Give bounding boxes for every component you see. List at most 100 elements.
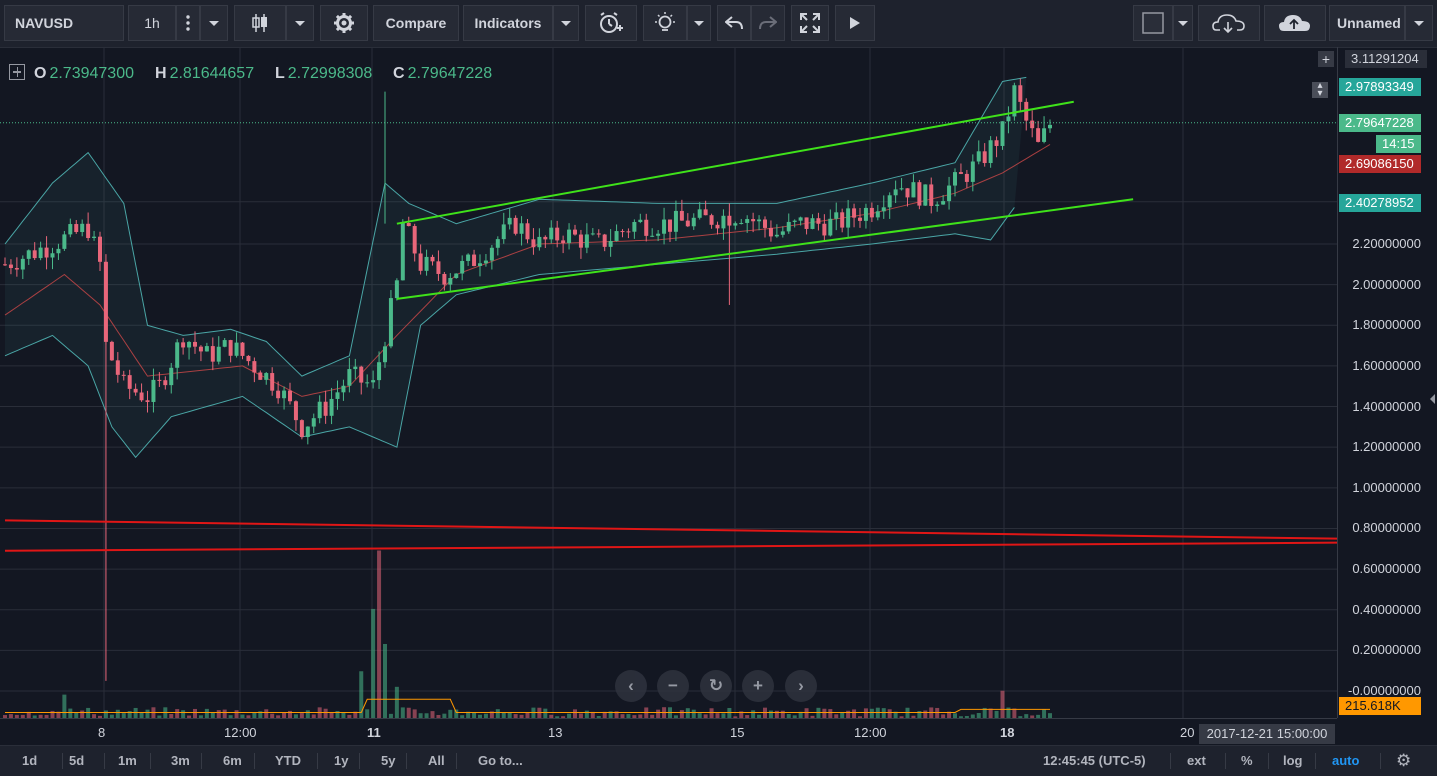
scroll-left-button[interactable]: ‹ — [615, 670, 647, 702]
red-support-line-upper[interactable] — [4, 519, 1337, 540]
volume-bar — [1012, 708, 1017, 718]
candle — [507, 208, 512, 230]
candle — [210, 337, 215, 371]
volume-bar — [424, 713, 429, 718]
candle — [258, 370, 263, 380]
time-axis-label: 20 — [1180, 725, 1195, 740]
ohlc-high: H 2.81644657 — [155, 65, 255, 82]
candle — [596, 229, 601, 238]
range-button-5y[interactable]: 5y — [381, 753, 396, 768]
chart-pane[interactable] — [0, 47, 1337, 718]
price-axis-label: 0.80000000 — [1352, 520, 1421, 536]
time-axis-label: 12:00 — [854, 725, 887, 740]
candle — [1036, 120, 1041, 143]
chart-style-button[interactable] — [234, 5, 286, 41]
candle — [371, 370, 376, 389]
range-button-6m[interactable]: 6m — [223, 753, 242, 768]
interval-button[interactable]: 1h — [128, 5, 176, 41]
volume-bar — [56, 711, 61, 718]
collapse-right-panel-icon[interactable] — [1430, 394, 1435, 404]
color-theme-dropdown-button[interactable] — [1173, 5, 1193, 41]
scroll-right-button[interactable]: › — [785, 670, 817, 702]
ext-hours-toggle[interactable]: ext — [1187, 753, 1206, 768]
candle — [56, 243, 61, 260]
volume-bar — [964, 716, 969, 718]
zoom-in-button[interactable]: + — [742, 670, 774, 702]
candle — [44, 236, 49, 270]
fullscreen-button[interactable] — [791, 5, 829, 41]
log-scale-toggle[interactable]: log — [1283, 753, 1303, 768]
range-button-1m[interactable]: 1m — [118, 753, 137, 768]
range-button-1d[interactable]: 1d — [22, 753, 38, 768]
volume-bar — [14, 714, 19, 718]
candle — [869, 202, 874, 223]
candle — [513, 215, 518, 236]
indicators-button[interactable]: Indicators — [463, 5, 553, 41]
candle — [418, 244, 423, 275]
candle — [80, 219, 85, 237]
candle — [181, 337, 186, 355]
candlestick-series — [3, 78, 1052, 681]
candle — [994, 136, 999, 158]
volume-bar — [745, 715, 750, 718]
candle — [1018, 78, 1023, 112]
zoom-out-button[interactable]: − — [657, 670, 689, 702]
replay-button[interactable] — [835, 5, 875, 41]
percent-scale-toggle[interactable]: % — [1241, 753, 1253, 768]
undo-button[interactable] — [717, 5, 751, 41]
scale-toggle-icon[interactable]: ▴ ▾ — [1312, 81, 1328, 99]
volume-bar — [1048, 713, 1052, 718]
layout-name-button[interactable]: Unnamed — [1329, 5, 1405, 41]
candle — [751, 212, 756, 233]
volume-bar — [8, 714, 13, 718]
volume-bar — [483, 713, 488, 718]
ideas-button[interactable] — [643, 5, 687, 41]
legend-collapse-icon[interactable] — [9, 64, 25, 80]
candle — [662, 207, 667, 245]
candle — [472, 249, 477, 267]
compare-button[interactable]: Compare — [373, 5, 459, 41]
range-button-3m[interactable]: 3m — [171, 753, 190, 768]
chart-style-dropdown-button[interactable] — [286, 5, 314, 41]
volume-bar — [757, 714, 762, 718]
save-layout-button[interactable] — [1264, 5, 1326, 41]
candle — [335, 380, 340, 410]
layout-dropdown-button[interactable] — [1405, 5, 1433, 41]
more-vert-icon[interactable] — [176, 5, 200, 41]
symbol-search-button[interactable]: NAVUSD — [4, 5, 124, 41]
ideas-dropdown-button[interactable] — [687, 5, 711, 41]
chart-settings-gear-icon[interactable]: ⚙ — [1396, 751, 1412, 770]
candle — [74, 220, 79, 234]
green-channel-upper-trendline[interactable] — [396, 100, 1074, 225]
candle — [430, 254, 435, 266]
time-axis[interactable]: 8 12:00 11 13 15 12:00 18 20 — [0, 718, 1337, 746]
candle — [584, 223, 589, 254]
volume-bar — [80, 710, 85, 718]
red-support-line-lower[interactable] — [4, 541, 1337, 552]
reset-chart-button[interactable]: ↻ — [700, 670, 732, 702]
volume-bar — [846, 710, 851, 718]
settings-button[interactable] — [320, 5, 368, 41]
range-button-1y[interactable]: 1y — [334, 753, 349, 768]
add-alert-plus-icon[interactable]: + — [1318, 51, 1334, 67]
auto-scale-toggle[interactable]: auto — [1332, 753, 1360, 768]
interval-dropdown-button[interactable] — [200, 5, 228, 41]
volume-bar — [513, 714, 518, 718]
range-button-ytd[interactable]: YTD — [275, 753, 301, 768]
candle — [86, 212, 91, 241]
indicators-dropdown-button[interactable] — [553, 5, 579, 41]
price-axis[interactable]: 2.20000000 2.00000000 1.80000000 1.60000000… — [1337, 47, 1437, 718]
square-icon — [1142, 12, 1164, 34]
redo-button[interactable] — [751, 5, 785, 41]
candle — [38, 241, 43, 261]
color-theme-button[interactable] — [1133, 5, 1173, 41]
alert-button[interactable] — [585, 5, 637, 41]
load-layout-button[interactable] — [1198, 5, 1260, 41]
goto-button[interactable]: Go to... — [478, 753, 523, 768]
candle — [62, 230, 67, 251]
candle — [20, 255, 25, 280]
range-button-5d[interactable]: 5d — [69, 753, 85, 768]
range-button-all[interactable]: All — [428, 753, 445, 768]
green-channel-lower-trendline[interactable] — [396, 198, 1134, 300]
cloud-upload-icon — [1279, 15, 1310, 31]
